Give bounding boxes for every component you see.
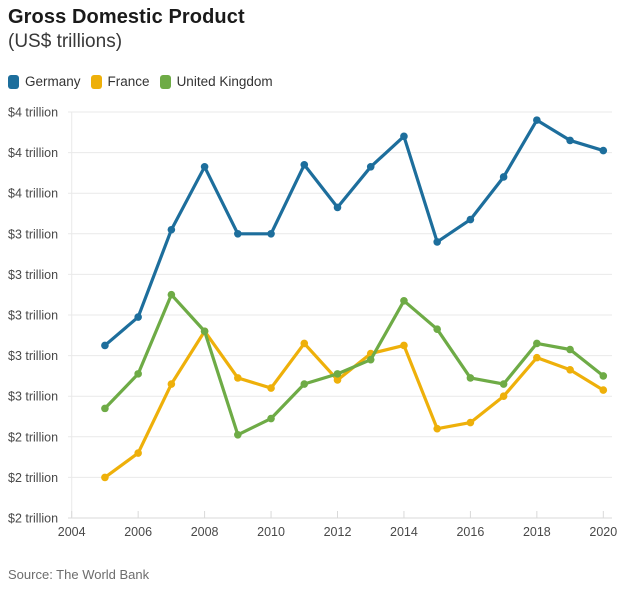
data-point-united-kingdom-2018 — [533, 339, 541, 348]
data-point-germany-2013 — [366, 163, 375, 171]
x-axis-label: 2008 — [191, 525, 219, 539]
data-point-germany-2008 — [200, 163, 209, 171]
legend-label: Germany — [25, 74, 81, 89]
data-point-france-2018 — [533, 353, 541, 362]
x-axis-label: 2020 — [589, 525, 617, 539]
data-point-germany-2007 — [167, 225, 176, 234]
data-point-united-kingdom-2019 — [566, 345, 574, 354]
y-axis-label: $2 trillion — [8, 471, 58, 485]
data-point-germany-2018 — [533, 116, 541, 124]
legend-swatch-germany — [8, 74, 19, 89]
data-point-france-2009 — [234, 374, 242, 382]
source-note: Source: The World Bank — [8, 567, 150, 582]
series-line-germany — [103, 118, 605, 348]
x-axis-label: 2014 — [390, 525, 418, 539]
legend-label: France — [107, 74, 150, 89]
data-point-france-2006 — [134, 449, 142, 457]
data-point-united-kingdom-2020 — [599, 372, 608, 380]
legend-label: United Kingdom — [176, 74, 273, 89]
y-axis-label: $2 trillion — [8, 430, 58, 444]
data-point-germany-2014 — [400, 132, 408, 141]
data-point-united-kingdom-2005 — [101, 404, 109, 413]
y-axis-label: $2 trillion — [8, 512, 58, 526]
data-point-united-kingdom-2008 — [200, 327, 209, 336]
y-axis-label: $3 trillion — [8, 227, 58, 241]
data-point-france-2017 — [499, 392, 508, 401]
x-axis-label: 2006 — [124, 525, 152, 539]
series-line-united-kingdom — [103, 293, 605, 437]
data-point-united-kingdom-2016 — [466, 374, 475, 382]
data-point-france-2020 — [599, 386, 608, 394]
data-point-united-kingdom-2012 — [333, 370, 342, 378]
y-axis-label: $4 trillion — [8, 187, 58, 201]
y-axis-label: $3 trillion — [8, 268, 58, 282]
data-point-france-2015 — [433, 424, 441, 433]
data-point-france-2010 — [267, 384, 275, 392]
x-axis-label: 2018 — [523, 525, 551, 539]
data-point-united-kingdom-2013 — [366, 355, 375, 364]
data-point-germany-2012 — [333, 203, 342, 212]
data-point-united-kingdom-2014 — [400, 296, 408, 305]
data-point-france-2005 — [101, 473, 109, 482]
data-point-germany-2016 — [466, 215, 475, 224]
data-point-germany-2009 — [234, 230, 242, 238]
data-point-france-2019 — [566, 366, 574, 374]
data-point-united-kingdom-2011 — [300, 380, 309, 388]
y-axis-label: $4 trillion — [8, 106, 58, 120]
legend: Germany France United Kingdom — [8, 74, 273, 89]
data-point-germany-2019 — [566, 136, 574, 145]
data-point-united-kingdom-2007 — [167, 290, 176, 299]
data-point-united-kingdom-2006 — [134, 370, 142, 378]
data-point-united-kingdom-2009 — [234, 430, 242, 439]
y-axis-label: $3 trillion — [8, 309, 58, 323]
data-point-germany-2011 — [300, 160, 309, 169]
chart-subtitle: (US$ trillions) — [8, 31, 123, 52]
legend-item-germany: Germany — [8, 74, 81, 89]
legend-swatch-united-kingdom — [159, 74, 171, 89]
data-point-germany-2020 — [599, 146, 608, 155]
y-axis-label: $3 trillion — [8, 390, 58, 404]
chart-title: Gross Domestic Product — [8, 6, 245, 28]
data-point-france-2016 — [466, 418, 475, 427]
data-point-france-2014 — [400, 341, 408, 350]
data-point-germany-2017 — [499, 173, 508, 181]
data-point-france-2012 — [333, 376, 342, 384]
data-point-germany-2006 — [134, 313, 142, 321]
x-axis-label: 2016 — [456, 525, 484, 539]
data-point-france-2007 — [167, 380, 176, 388]
y-axis-label: $3 trillion — [8, 349, 58, 363]
y-axis-label: $4 trillion — [8, 146, 58, 160]
data-point-germany-2010 — [267, 230, 275, 238]
data-point-united-kingdom-2015 — [433, 325, 441, 334]
data-point-germany-2005 — [101, 341, 109, 350]
data-point-germany-2015 — [433, 238, 441, 246]
x-axis-label: 2012 — [324, 525, 352, 539]
x-axis-label: 2004 — [58, 525, 86, 539]
x-axis-label: 2010 — [257, 525, 285, 539]
data-point-france-2011 — [300, 339, 309, 348]
legend-swatch-france — [90, 74, 102, 89]
legend-item-united-kingdom: United Kingdom — [159, 74, 273, 89]
legend-item-france: France — [90, 74, 150, 89]
data-point-united-kingdom-2017 — [499, 380, 508, 388]
data-point-united-kingdom-2010 — [267, 414, 275, 423]
